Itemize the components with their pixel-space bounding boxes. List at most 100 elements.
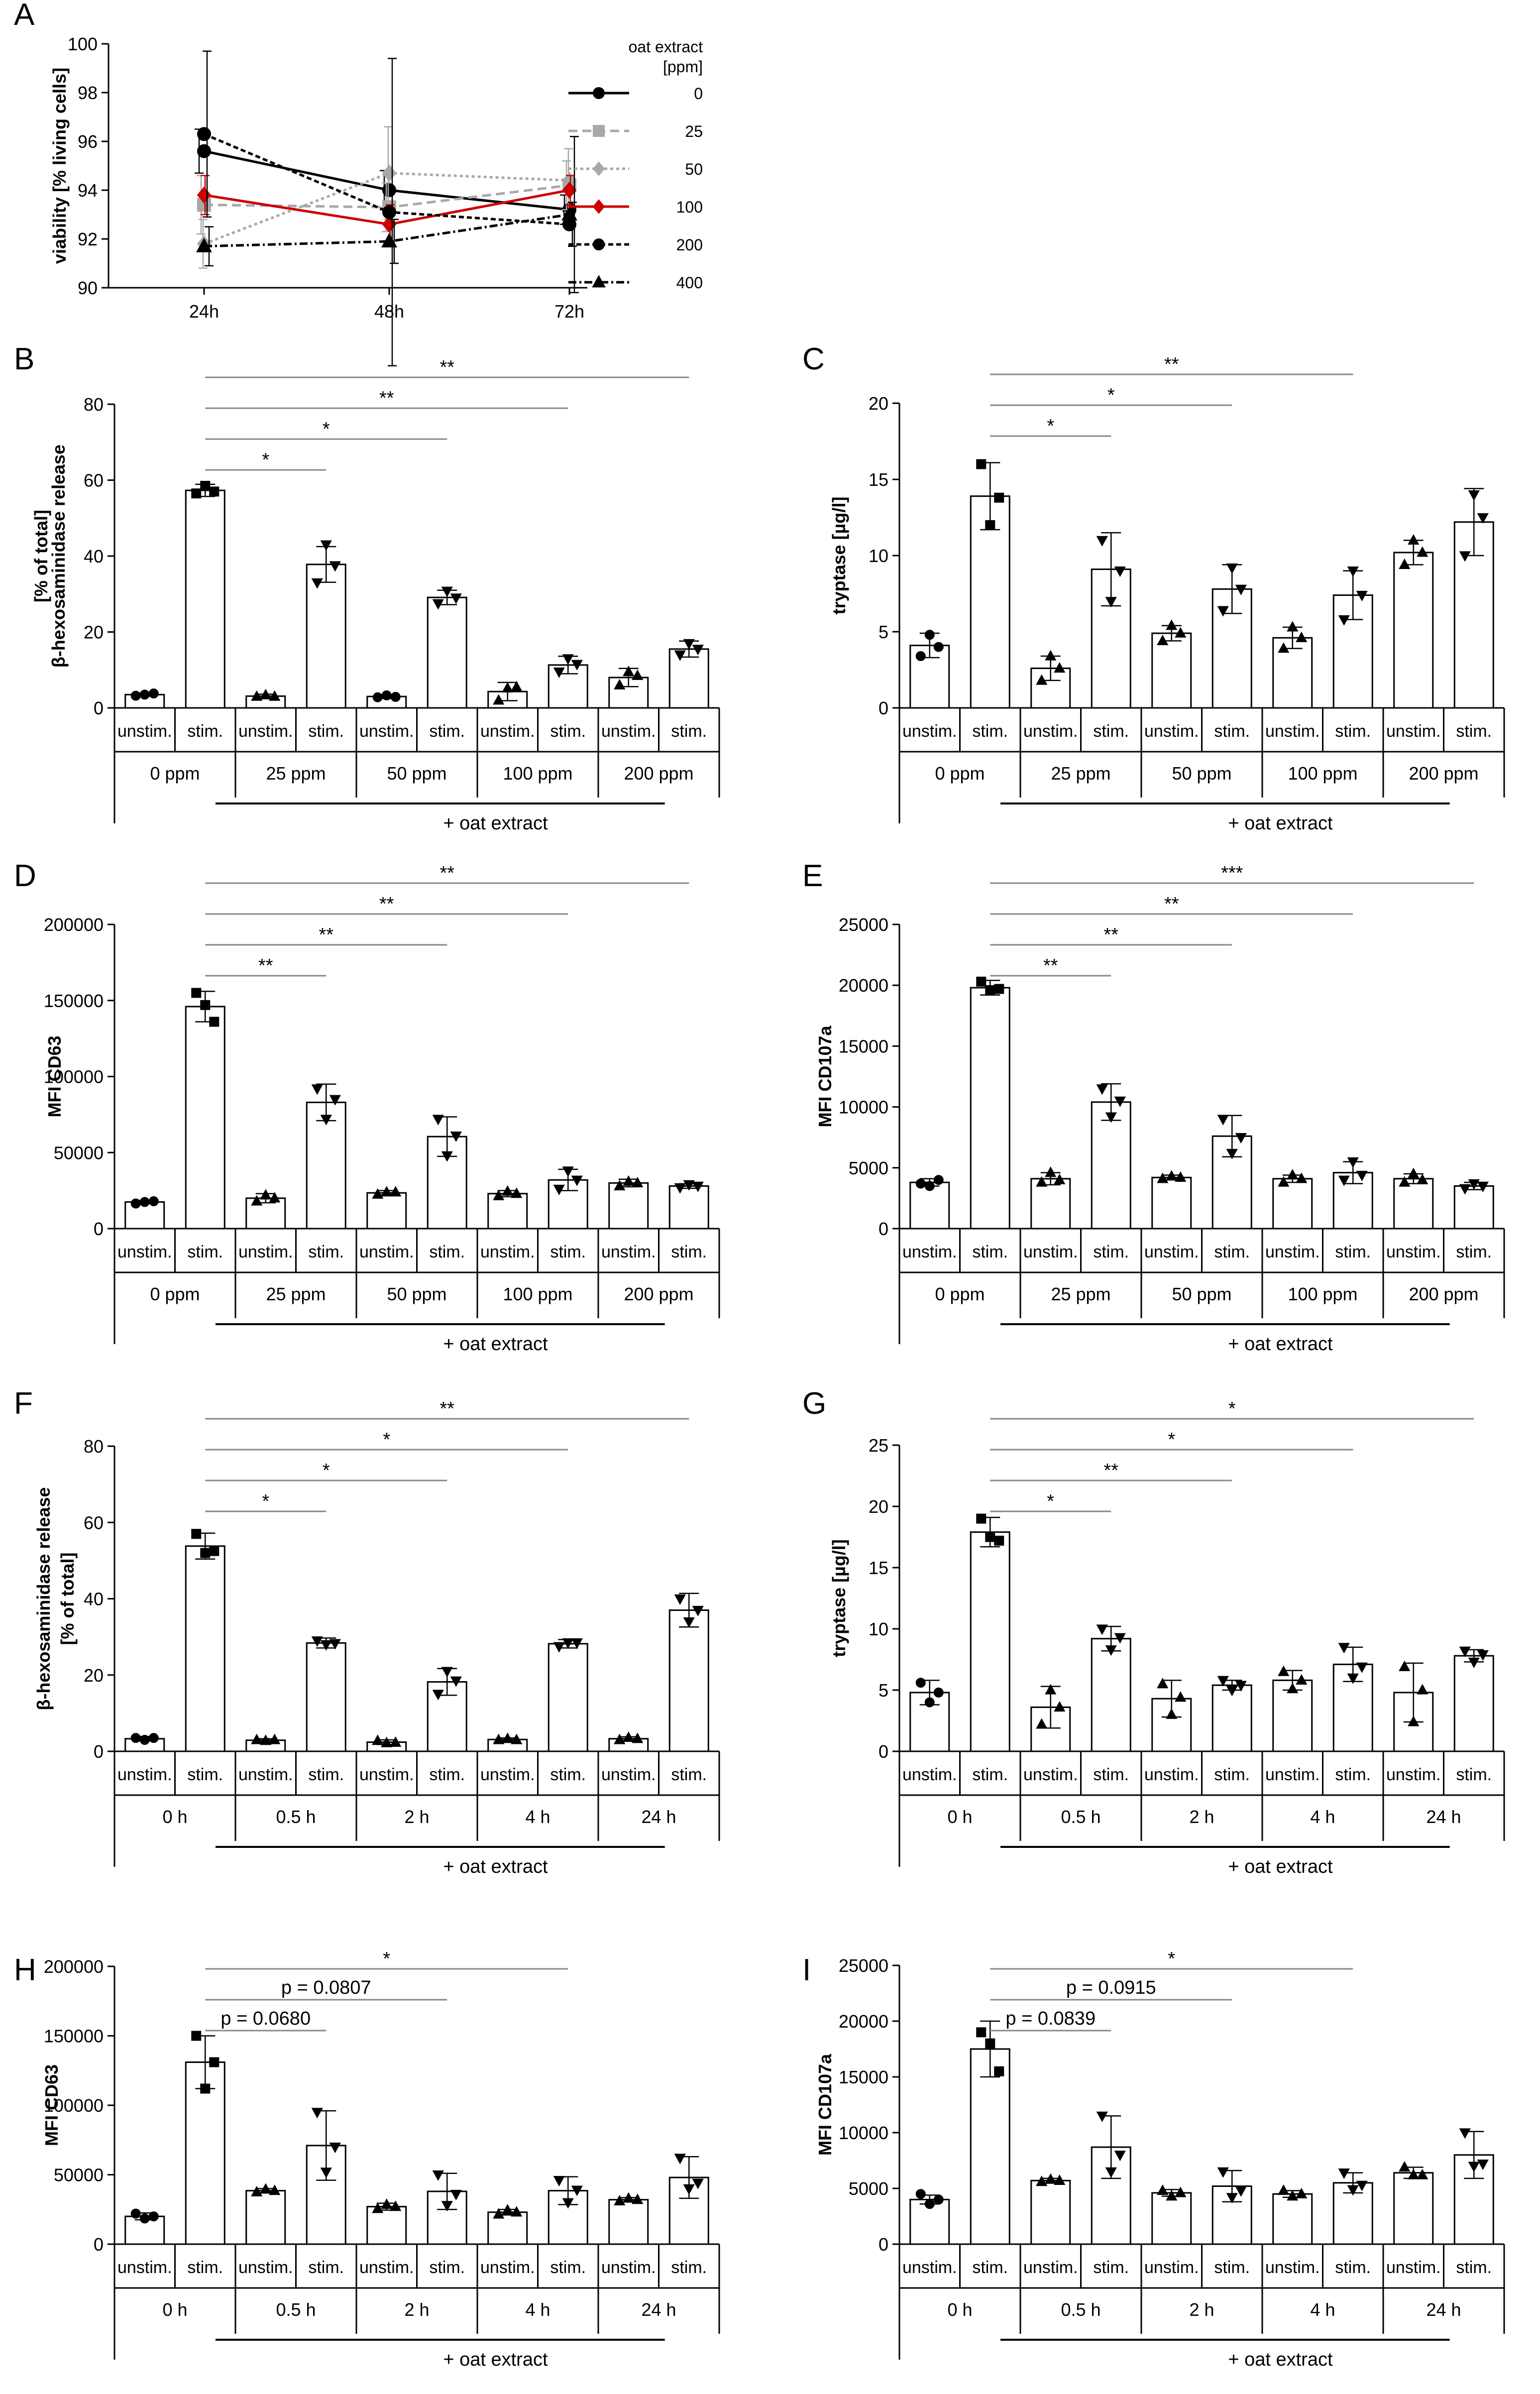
- data-point: [1459, 1646, 1471, 1657]
- data-point: [1417, 2168, 1429, 2179]
- y-tick-label: 0: [94, 2234, 104, 2255]
- category-label: unstim.: [117, 1765, 172, 1784]
- category-label: stim.: [1214, 2258, 1250, 2277]
- y-axis-title: MFI CD63: [44, 1035, 65, 1117]
- data-point: [571, 1638, 583, 1649]
- group-label: 2 h: [404, 1807, 429, 1827]
- data-point: [1217, 2167, 1229, 2178]
- data-point: [632, 2193, 644, 2204]
- category-label: stim.: [1335, 1765, 1371, 1784]
- group-label: 0 ppm: [935, 1284, 985, 1304]
- category-label: unstim.: [1144, 2258, 1199, 2277]
- data-point: [200, 480, 211, 491]
- data-point: [191, 988, 202, 998]
- group-label: 0 ppm: [150, 763, 200, 784]
- category-label: unstim.: [1144, 1765, 1199, 1784]
- group-label: 0.5 h: [1061, 2299, 1100, 2320]
- data-point: [1477, 513, 1489, 524]
- extract-label: + oat extract: [443, 2349, 548, 2370]
- y-axis-title: viability [% living cells]: [49, 68, 70, 264]
- data-point: [933, 2194, 944, 2205]
- data-point: [329, 561, 341, 572]
- category-label: stim.: [1335, 1243, 1371, 1261]
- data-point: [1408, 1715, 1420, 1726]
- y-tick-label: 100: [68, 34, 98, 54]
- y-axis-title: β-hexosaminidase release: [33, 1487, 54, 1710]
- data-point: [1157, 634, 1169, 646]
- legend-label: 25: [685, 122, 703, 140]
- y-tick-label: 100000: [44, 1067, 104, 1087]
- data-point: [1226, 1686, 1238, 1697]
- y-tick-label: 15000: [839, 1036, 888, 1056]
- data-point: [553, 1642, 565, 1653]
- data-point: [1054, 1701, 1066, 1712]
- data-point: [1278, 1176, 1290, 1187]
- category-label: unstim.: [359, 1765, 414, 1784]
- group-label: 4 h: [1310, 1807, 1335, 1827]
- data-point: [562, 2198, 574, 2209]
- data-point: [511, 2206, 523, 2217]
- bar: [1453, 1185, 1494, 1230]
- panel-c: C 0 5 10 15 20 tryptase [µg/l] unstim. stim. unst…: [802, 342, 1505, 834]
- data-point: [985, 520, 995, 530]
- group-label: 2 h: [1189, 2299, 1214, 2320]
- x-tick-label: 48h: [374, 301, 404, 322]
- category-label: stim.: [550, 1243, 586, 1261]
- data-point: [1408, 534, 1420, 545]
- bar: [245, 2190, 286, 2245]
- data-point: [311, 2108, 323, 2119]
- category-label: unstim.: [480, 2258, 535, 2277]
- data-point: [200, 2083, 211, 2094]
- data-point: [269, 2184, 281, 2195]
- group-label: 0 ppm: [150, 1284, 200, 1304]
- y-tick-label: 200000: [44, 1956, 104, 1977]
- panel-d: D 0 50000 100000 150000 200000 MFI CD63 unstim.…: [14, 859, 720, 1355]
- legend-title: [ppm]: [663, 58, 703, 76]
- bar: [970, 987, 1010, 1230]
- data-point: [692, 1605, 704, 1616]
- y-tick-label: 20000: [839, 975, 888, 996]
- category-label: unstim.: [117, 2258, 172, 2277]
- data-point: [1459, 551, 1471, 562]
- legend-marker: [593, 238, 605, 250]
- data-point: [994, 492, 1004, 503]
- data-point: [1235, 1681, 1247, 1692]
- data-point: [1399, 1176, 1411, 1187]
- data-point: [502, 1732, 514, 1743]
- category-label: stim.: [187, 1243, 223, 1261]
- data-point: [130, 690, 141, 701]
- y-tick-label: 5: [879, 622, 888, 642]
- y-axis-title: [% of total]: [31, 510, 51, 602]
- y-tick-label: 0: [94, 1741, 104, 1762]
- data-point: [985, 1532, 995, 1542]
- group-label: 0 h: [162, 2299, 187, 2320]
- data-point: [1054, 1173, 1066, 1184]
- y-tick-label: 10000: [839, 2123, 888, 2143]
- data-point: [1287, 1169, 1299, 1180]
- group-label: 4 h: [1310, 2299, 1335, 2320]
- group-label: 0.5 h: [1061, 1807, 1100, 1827]
- group-label: 0 h: [162, 1807, 187, 1827]
- data-point: [320, 2167, 332, 2178]
- y-tick-label: 80: [84, 1436, 104, 1457]
- category-label: unstim.: [1265, 722, 1320, 741]
- data-point: [382, 205, 396, 220]
- data-point: [1347, 2185, 1359, 2196]
- y-tick-label: 5000: [849, 1158, 888, 1178]
- data-point: [1347, 566, 1359, 577]
- data-point: [674, 1183, 686, 1194]
- group-label: 2 h: [404, 2299, 429, 2320]
- y-tick-label: 15: [869, 1558, 888, 1578]
- data-point: [1356, 1662, 1368, 1673]
- y-tick-label: 20000: [839, 2011, 888, 2032]
- category-label: unstim.: [601, 722, 656, 741]
- data-point: [976, 2027, 987, 2038]
- bar: [427, 596, 467, 709]
- data-point: [1296, 631, 1308, 642]
- legend-marker: [592, 199, 605, 214]
- category-label: unstim.: [1144, 722, 1199, 741]
- category-label: stim.: [429, 1765, 465, 1784]
- data-point: [381, 690, 392, 700]
- category-label: unstim.: [601, 1243, 656, 1261]
- bar: [366, 1192, 407, 1230]
